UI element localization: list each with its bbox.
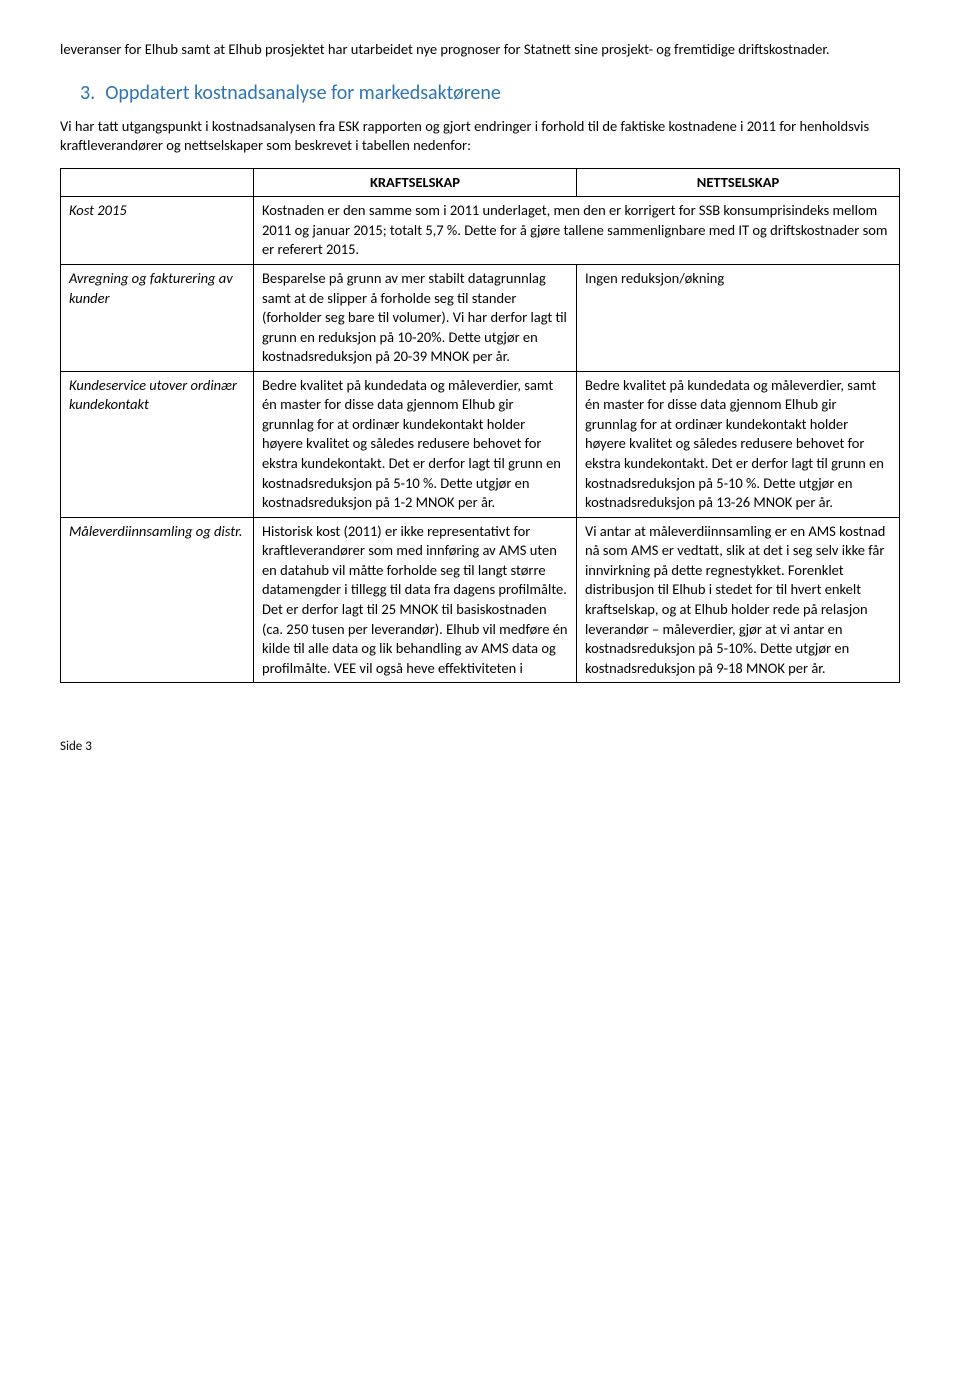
row-cell-nett: Ingen reduksjon/økning — [576, 264, 899, 371]
heading-number: 3. — [80, 80, 95, 107]
header-nettselskap: NETTSELSKAP — [576, 168, 899, 197]
header-blank — [61, 168, 254, 197]
header-kraftselskap: KRAFTSELSKAP — [253, 168, 576, 197]
row-label: Kundeservice utover ordinær kundekontakt — [61, 371, 254, 517]
row-label: Avregning og fakturering av kunder — [61, 264, 254, 371]
cost-analysis-table: KRAFTSELSKAP NETTSELSKAP Kost 2015 Kostn… — [60, 168, 900, 684]
row-label: Måleverdiinnsamling og distr. — [61, 517, 254, 683]
table-row: Kost 2015 Kostnaden er den samme som i 2… — [61, 197, 900, 265]
row-cell-nett: Vi antar at måleverdiinnsamling er en AM… — [576, 517, 899, 683]
intro-paragraph: leveranser for Elhub samt at Elhub prosj… — [60, 40, 900, 60]
heading-title: Oppdatert kostnadsanalyse for markedsakt… — [105, 80, 501, 107]
page-footer: Side 3 — [60, 738, 900, 756]
row-merged-cell: Kostnaden er den samme som i 2011 underl… — [253, 197, 899, 265]
row-cell-nett: Bedre kvalitet på kundedata og måleverdi… — [576, 371, 899, 517]
section-heading: 3. Oppdatert kostnadsanalyse for markeds… — [80, 80, 900, 107]
row-cell-kraft: Bedre kvalitet på kundedata og måleverdi… — [253, 371, 576, 517]
table-row: Måleverdiinnsamling og distr. Historisk … — [61, 517, 900, 683]
row-cell-kraft: Besparelse på grunn av mer stabilt datag… — [253, 264, 576, 371]
row-label: Kost 2015 — [61, 197, 254, 265]
row-cell-kraft: Historisk kost (2011) er ikke representa… — [253, 517, 576, 683]
section-body: Vi har tatt utgangspunkt i kostnadsanaly… — [60, 117, 900, 156]
table-row: Avregning og fakturering av kunder Bespa… — [61, 264, 900, 371]
table-header-row: KRAFTSELSKAP NETTSELSKAP — [61, 168, 900, 197]
table-row: Kundeservice utover ordinær kundekontakt… — [61, 371, 900, 517]
